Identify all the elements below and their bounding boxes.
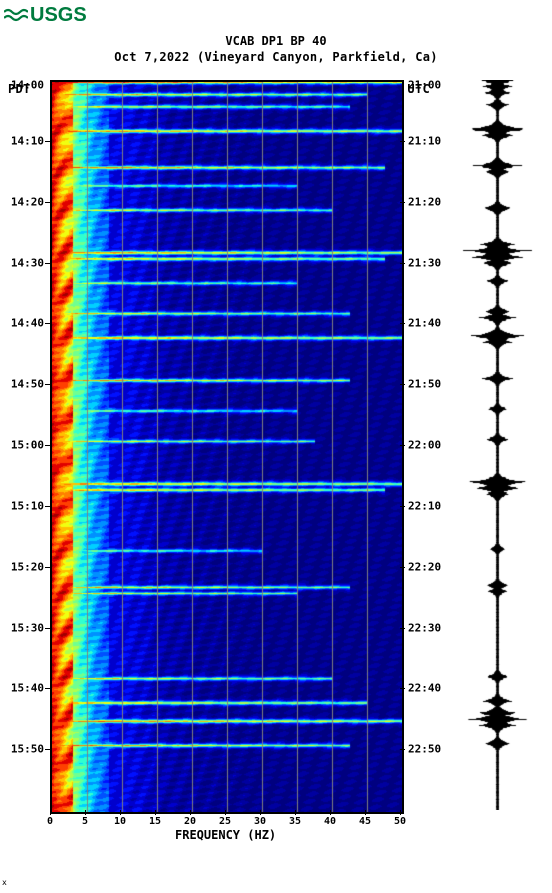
spectrogram-panel (50, 80, 404, 814)
pdt-time-label: 15:40 (4, 682, 44, 695)
freq-tick-label: 20 (180, 816, 200, 827)
utc-time-label: 21:20 (408, 195, 448, 208)
freq-tick-label: 40 (320, 816, 340, 827)
station-id: VCAB DP1 BP 40 (0, 34, 552, 48)
pdt-time-label: 14:10 (4, 134, 44, 147)
freq-tick-label: 30 (250, 816, 270, 827)
seismogram-canvas (450, 80, 545, 810)
utc-time-label: 22:40 (408, 682, 448, 695)
utc-time-label: 21:40 (408, 317, 448, 330)
pdt-time-label: 14:00 (4, 79, 44, 92)
pdt-time-label: 15:50 (4, 743, 44, 756)
pdt-time-label: 15:30 (4, 621, 44, 634)
utc-time-label: 22:10 (408, 499, 448, 512)
pdt-time-label: 14:20 (4, 195, 44, 208)
utc-time-label: 21:30 (408, 256, 448, 269)
freq-tick-label: 25 (215, 816, 235, 827)
freq-tick-label: 5 (75, 816, 95, 827)
utc-time-label: 22:30 (408, 621, 448, 634)
pdt-time-label: 14:50 (4, 378, 44, 391)
wave-icon (4, 6, 28, 26)
pdt-time-label: 15:00 (4, 439, 44, 452)
logo-text: USGS (30, 4, 87, 27)
pdt-time-label: 14:40 (4, 317, 44, 330)
plot-title: VCAB DP1 BP 40 PDT Oct 7,2022 (Vineyard … (0, 34, 552, 64)
freq-tick-label: 0 (40, 816, 60, 827)
pdt-time-label: 14:30 (4, 256, 44, 269)
usgs-logo: USGS (4, 4, 87, 27)
freq-tick-label: 50 (390, 816, 410, 827)
utc-time-label: 21:10 (408, 134, 448, 147)
utc-time-label: 22:50 (408, 743, 448, 756)
freq-tick-label: 10 (110, 816, 130, 827)
freq-tick-label: 35 (285, 816, 305, 827)
date-location-text: Oct 7,2022 (Vineyard Canyon, Parkfield, … (114, 50, 438, 64)
page-container: USGS VCAB DP1 BP 40 PDT Oct 7,2022 (Vine… (0, 0, 552, 893)
footer-mark: x (2, 878, 7, 887)
freq-tick-label: 45 (355, 816, 375, 827)
utc-time-label: 21:00 (408, 79, 448, 92)
freq-tick-label: 15 (145, 816, 165, 827)
x-axis-title: FREQUENCY (HZ) (175, 828, 276, 842)
spectrogram-canvas (52, 82, 402, 812)
date-location: PDT Oct 7,2022 (Vineyard Canyon, Parkfie… (0, 50, 552, 64)
utc-time-label: 22:20 (408, 560, 448, 573)
utc-time-label: 21:50 (408, 378, 448, 391)
utc-time-label: 22:00 (408, 439, 448, 452)
pdt-time-label: 15:10 (4, 499, 44, 512)
pdt-time-label: 15:20 (4, 560, 44, 573)
